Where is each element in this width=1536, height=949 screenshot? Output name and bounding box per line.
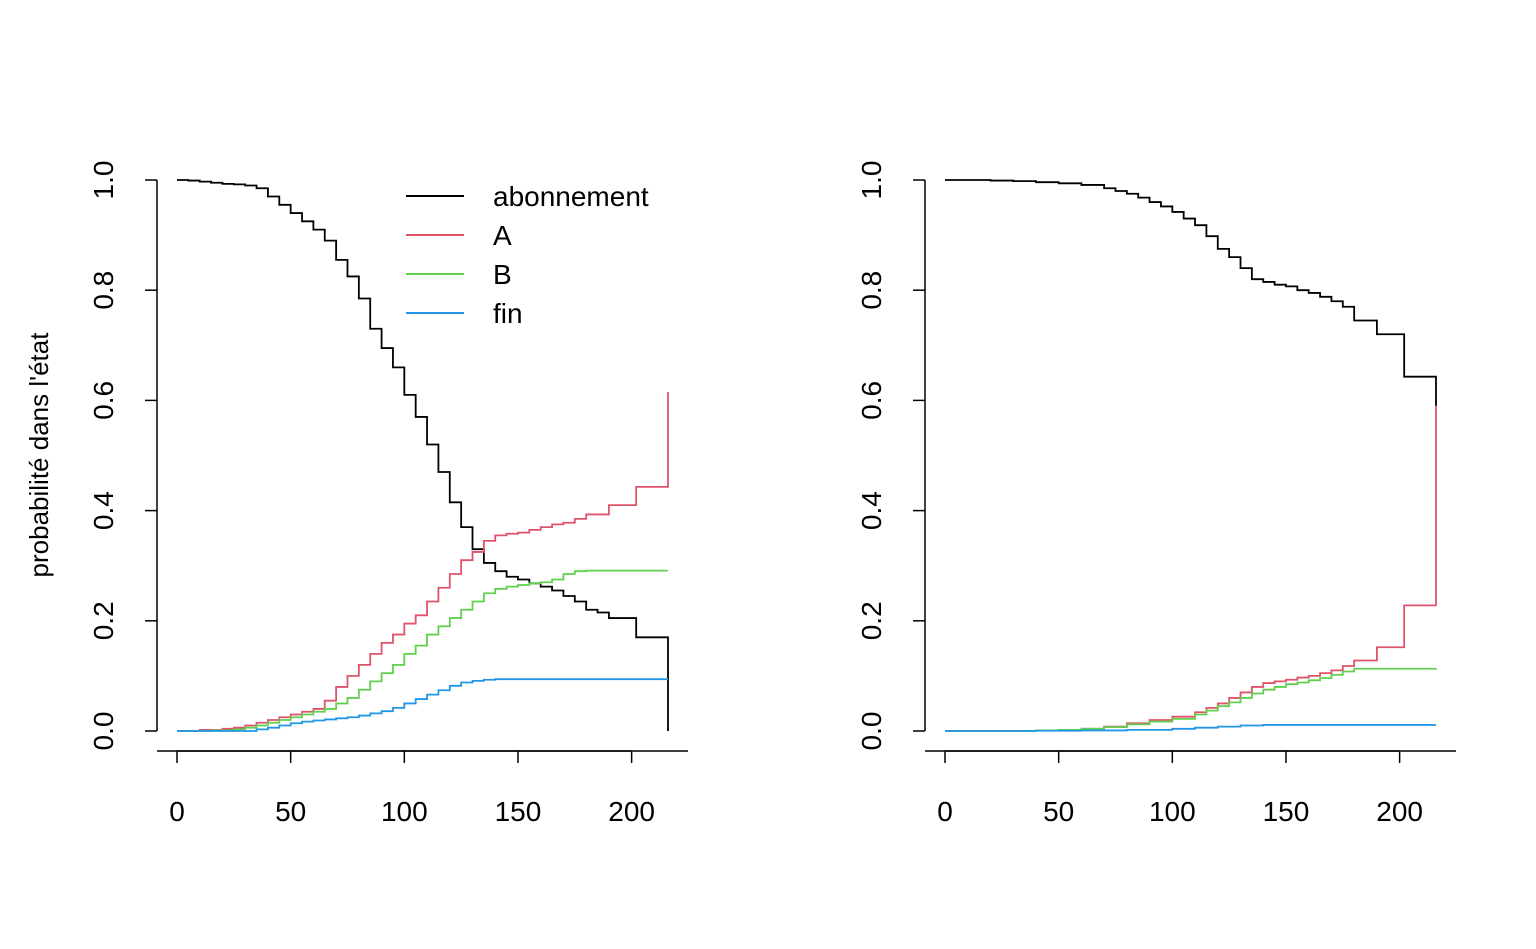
x-tick-label: 100 bbox=[381, 796, 428, 827]
series-line-fin bbox=[177, 678, 668, 732]
y-tick-label: 0.8 bbox=[88, 271, 119, 310]
legend-label: abonnement bbox=[493, 181, 649, 212]
y-tick-label: 0.8 bbox=[856, 271, 887, 310]
y-tick-label: 1.0 bbox=[856, 161, 887, 200]
right-panel: 0 50 100 150 200 0.0 0.2 0.4 0.6 0.8 1.0 bbox=[856, 161, 1456, 827]
series-line-b bbox=[177, 569, 668, 732]
x-tick-label: 100 bbox=[1149, 796, 1196, 827]
series-line-abonnement bbox=[177, 179, 669, 731]
y-tick-label: 0.6 bbox=[88, 381, 119, 420]
legend-label: A bbox=[493, 220, 512, 251]
x-tick-label: 0 bbox=[937, 796, 953, 827]
series-line-fin bbox=[945, 724, 1436, 732]
y-tick-label: 0.0 bbox=[856, 712, 887, 751]
y-tick-label: 0.4 bbox=[856, 491, 887, 530]
x-tick-label: 150 bbox=[495, 796, 542, 827]
series-line-abonnement bbox=[945, 179, 1437, 406]
y-tick-label: 0.0 bbox=[88, 712, 119, 751]
y-tick-label: 1.0 bbox=[88, 161, 119, 200]
x-tick-label: 50 bbox=[1043, 796, 1074, 827]
x-tick-label: 0 bbox=[169, 796, 185, 827]
x-tick-label: 150 bbox=[1263, 796, 1310, 827]
y-tick-label: 0.2 bbox=[88, 601, 119, 640]
left-panel: 0 50 100 150 200 0.0 0.2 0.4 0.6 0.8 1.0 bbox=[88, 161, 688, 827]
x-tick-label: 200 bbox=[1376, 796, 1423, 827]
y-tick-label: 0.2 bbox=[856, 601, 887, 640]
y-axis-title: probabilité dans l'état bbox=[24, 332, 54, 578]
series-line-b bbox=[945, 667, 1437, 732]
y-tick-label: 0.4 bbox=[88, 491, 119, 530]
x-tick-label: 50 bbox=[275, 796, 306, 827]
legend-label: B bbox=[493, 259, 512, 290]
legend-label: fin bbox=[493, 298, 523, 329]
series-line-a bbox=[177, 392, 669, 732]
x-tick-label: 200 bbox=[608, 796, 655, 827]
y-tick-label: 0.6 bbox=[856, 381, 887, 420]
